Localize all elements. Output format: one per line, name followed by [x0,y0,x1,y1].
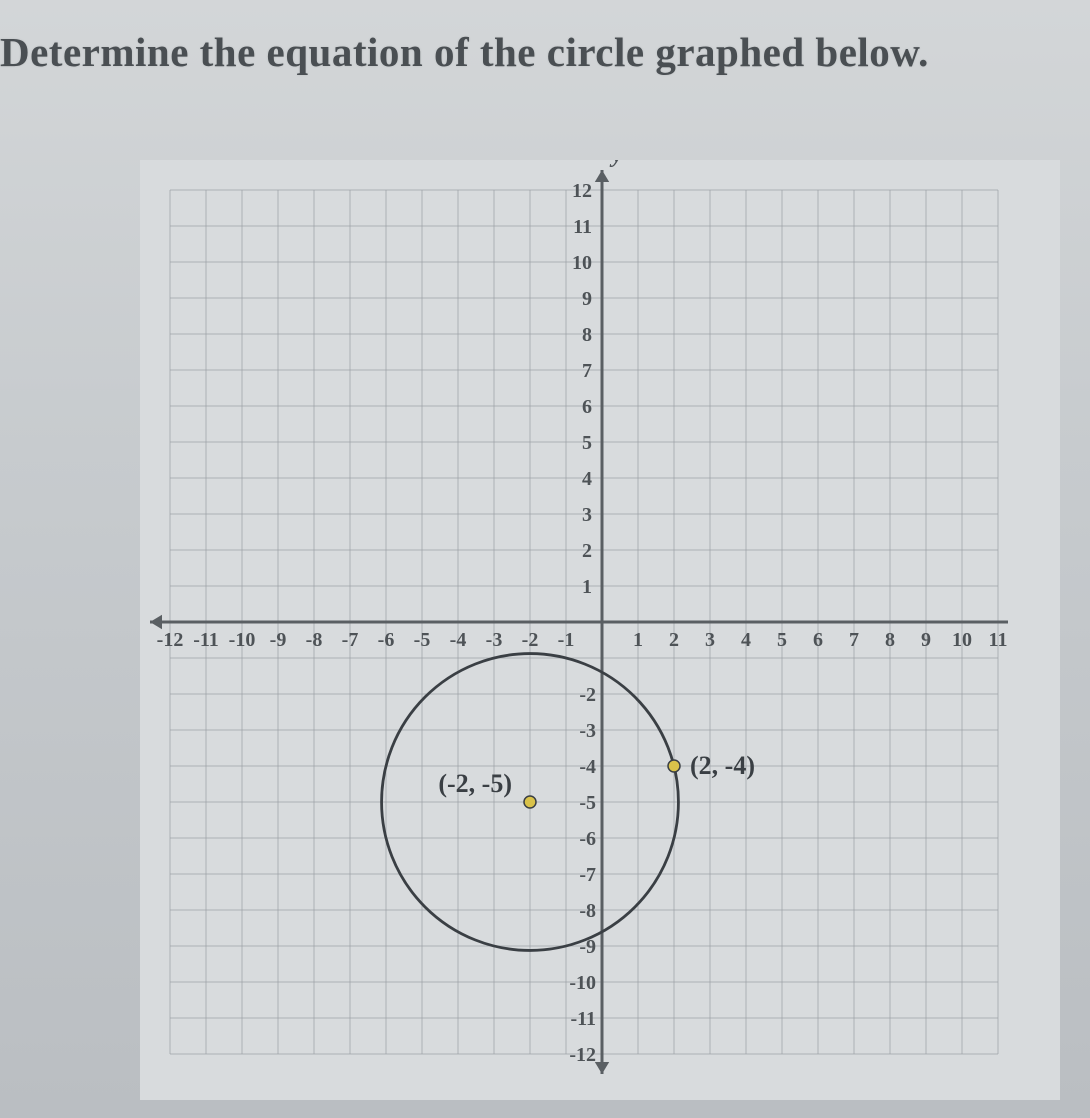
svg-text:8: 8 [582,324,592,346]
svg-text:10: 10 [572,252,592,274]
coordinate-chart: y-12-11-10-9-8-7-6-5-4-3-2-1123456789101… [140,160,1060,1100]
svg-text:-2: -2 [522,629,539,651]
svg-text:-4: -4 [579,756,596,778]
svg-text:2: 2 [669,629,679,651]
svg-text:11: 11 [573,216,592,238]
svg-text:-12: -12 [157,629,184,651]
svg-text:4: 4 [582,468,592,490]
svg-text:4: 4 [741,629,751,651]
svg-text:5: 5 [582,432,592,454]
svg-text:-4: -4 [450,629,467,651]
svg-text:7: 7 [582,360,592,382]
svg-text:-8: -8 [579,900,596,922]
svg-text:-1: -1 [558,629,575,651]
svg-text:1: 1 [582,576,592,598]
svg-text:-3: -3 [486,629,503,651]
svg-text:12: 12 [572,180,592,202]
svg-text:8: 8 [885,629,895,651]
svg-text:9: 9 [582,288,592,310]
svg-text:-2: -2 [579,684,596,706]
svg-text:3: 3 [705,629,715,651]
svg-text:-10: -10 [229,629,256,651]
svg-text:-3: -3 [579,720,596,742]
svg-text:10: 10 [952,629,972,651]
svg-text:9: 9 [921,629,931,651]
svg-text:1: 1 [633,629,643,651]
svg-text:-9: -9 [270,629,287,651]
svg-text:-7: -7 [579,864,596,886]
svg-text:2: 2 [582,540,592,562]
svg-text:-12: -12 [569,1044,596,1066]
svg-text:y: y [609,160,623,168]
svg-text:-11: -11 [193,629,219,651]
svg-text:(-2, -5): (-2, -5) [438,769,512,798]
svg-text:-5: -5 [414,629,431,651]
svg-text:5: 5 [777,629,787,651]
svg-text:-5: -5 [579,792,596,814]
page-container: Determine the equation of the circle gra… [0,0,1090,1118]
svg-text:11: 11 [989,629,1008,651]
svg-text:-6: -6 [579,828,596,850]
svg-text:-7: -7 [342,629,359,651]
svg-text:(2, -4): (2, -4) [690,751,755,780]
chart-svg: y-12-11-10-9-8-7-6-5-4-3-2-1123456789101… [140,160,1060,1100]
svg-text:7: 7 [849,629,859,651]
svg-text:6: 6 [813,629,823,651]
question-text: Determine the equation of the circle gra… [0,28,929,76]
svg-text:-6: -6 [378,629,395,651]
svg-text:-10: -10 [569,972,596,994]
svg-text:-8: -8 [306,629,323,651]
svg-text:3: 3 [582,504,592,526]
svg-text:-11: -11 [570,1008,596,1030]
svg-text:6: 6 [582,396,592,418]
